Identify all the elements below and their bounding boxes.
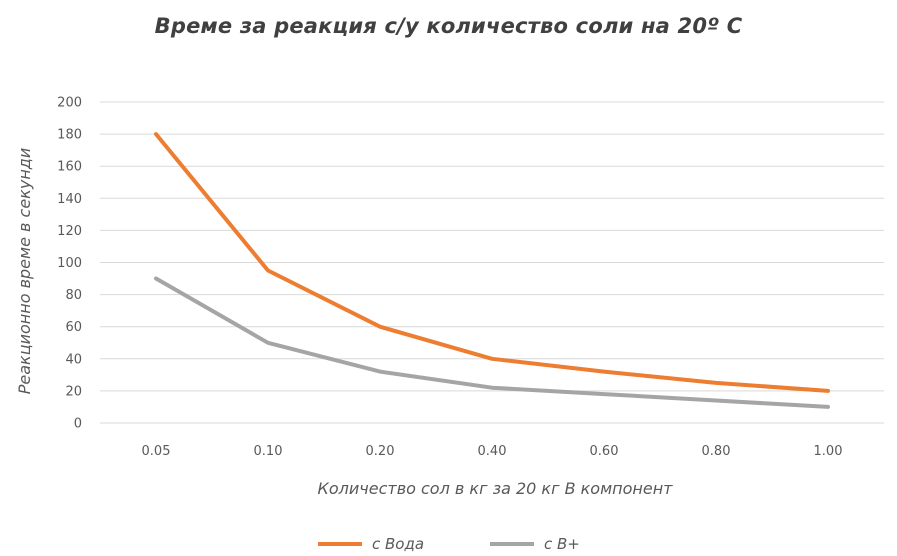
- y-tick-label: 40: [65, 352, 82, 367]
- y-tick-label: 60: [65, 320, 82, 335]
- y-tick-label: 20: [65, 384, 82, 399]
- x-tick-label: 1.00: [814, 444, 843, 459]
- series-line: [154, 132, 830, 393]
- legend-label: с В+: [544, 535, 580, 553]
- x-axis-title: Количество сол в кг за 20 кг В компонент: [318, 479, 674, 498]
- x-tick-label: 0.40: [478, 444, 507, 459]
- x-axis-ticks: 0.05 0.10 0.20 0.40 0.60 0.80 1.00: [142, 444, 843, 459]
- y-tick-label: 160: [57, 160, 82, 175]
- legend: с Вода с В+: [318, 535, 580, 553]
- y-tick-label: 0: [74, 417, 82, 432]
- y-axis-title: Реакционно време в секунди: [15, 148, 34, 394]
- x-tick-label: 0.60: [590, 444, 619, 459]
- x-tick-label: 0.20: [366, 444, 395, 459]
- series-line: [154, 276, 830, 409]
- gridlines: [100, 101, 884, 424]
- series-lines: [154, 132, 830, 409]
- legend-label: с Вода: [372, 535, 424, 553]
- y-tick-label: 120: [57, 224, 82, 239]
- y-axis-ticks: 0 20 40 60 80 100 120 140 160 180 200: [57, 96, 82, 432]
- y-tick-label: 180: [57, 128, 82, 143]
- y-tick-label: 80: [65, 288, 82, 303]
- x-tick-label: 0.05: [142, 444, 171, 459]
- y-tick-label: 140: [57, 192, 82, 207]
- y-tick-label: 200: [57, 96, 82, 111]
- x-tick-label: 0.10: [254, 444, 283, 459]
- y-tick-label: 100: [57, 256, 82, 271]
- x-tick-label: 0.80: [702, 444, 731, 459]
- chart-title: Време за реакция с/у количество соли на …: [154, 14, 743, 38]
